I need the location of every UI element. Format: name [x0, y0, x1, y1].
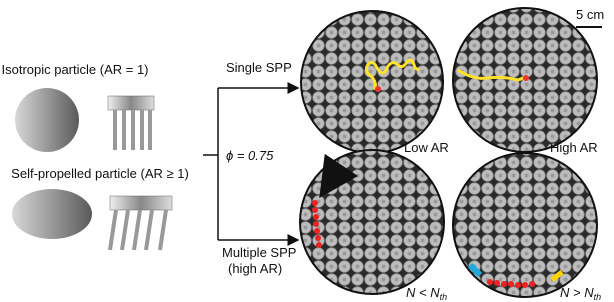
label: Isotropic particle (AR = 1): [1, 62, 148, 77]
particle-side: [108, 96, 154, 150]
label: High AR: [550, 140, 598, 155]
figure: Isotropic particle (AR = 1) Self-propell…: [0, 0, 614, 302]
photo: [453, 153, 597, 297]
label: Self-propelled particle (AR ≥ 1): [11, 166, 189, 181]
label: ϕ = 0.75: [226, 148, 274, 163]
particle-top: [12, 189, 92, 239]
label: (high AR): [228, 261, 282, 276]
photo: [301, 11, 443, 153]
photo: [300, 150, 444, 294]
label: N > Nth: [560, 285, 601, 302]
particle-side: [110, 196, 172, 250]
label: Single SPP: [226, 60, 292, 75]
label: N < Nth: [406, 285, 447, 302]
label: Low AR: [404, 140, 449, 155]
photo: [453, 8, 597, 152]
scale-label: 5 cm: [576, 7, 604, 22]
label: Multiple SPP: [222, 245, 296, 260]
bracket: [203, 88, 298, 240]
particle-top: [15, 88, 79, 152]
